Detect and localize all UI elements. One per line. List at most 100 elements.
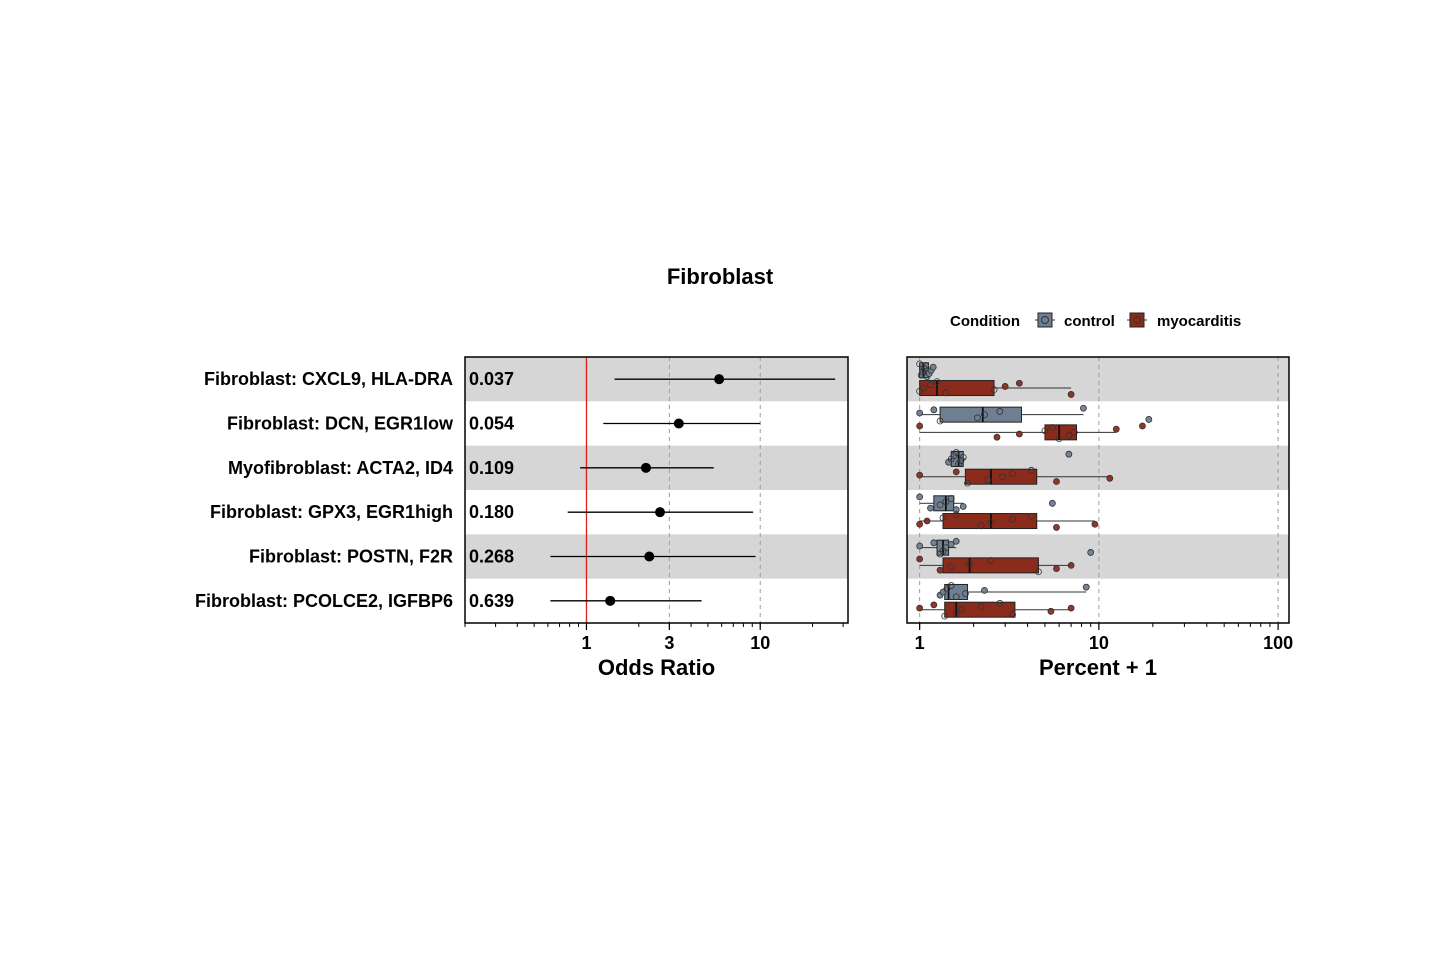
myocarditis-point — [1067, 561, 1075, 569]
p-value-label: 0.037 — [469, 369, 514, 389]
myocarditis-point — [947, 563, 955, 571]
p-value-label: 0.268 — [469, 547, 514, 567]
control-box — [939, 406, 1022, 423]
myocarditis-point — [987, 519, 995, 527]
myocarditis-point — [977, 522, 985, 530]
row-label: Myofibroblast: ACTA2, ID4 — [228, 458, 453, 478]
legend-myocarditis-key — [1127, 312, 1147, 328]
control-point — [942, 498, 950, 506]
control-point — [939, 588, 947, 596]
myocarditis-point — [1015, 430, 1023, 438]
myocarditis-point — [966, 560, 974, 568]
row-label: Fibroblast: GPX3, EGR1high — [210, 502, 453, 522]
control-point — [974, 414, 981, 422]
myocarditis-box — [942, 513, 1038, 530]
myocarditis-point — [1112, 425, 1120, 433]
legend-myocarditis-label: myocarditis — [1157, 313, 1241, 330]
myocarditis-point — [916, 604, 924, 612]
control-point — [936, 417, 944, 425]
control-point — [1065, 450, 1073, 458]
or-point — [655, 507, 666, 518]
myocarditis-point — [984, 476, 992, 484]
myocarditis-point — [930, 601, 938, 609]
p-value-label: 0.109 — [469, 458, 514, 478]
p-value-label: 0.054 — [469, 414, 514, 434]
myocarditis-point — [1065, 432, 1073, 439]
myocarditis-point — [1041, 427, 1049, 435]
control-point — [947, 582, 955, 589]
control-point — [916, 409, 924, 417]
control-point — [929, 363, 937, 371]
myocarditis-point — [957, 606, 965, 614]
control-point — [952, 593, 960, 601]
or-point — [714, 374, 725, 385]
myocarditis-point — [993, 433, 1001, 441]
control-point — [942, 544, 950, 552]
myocarditis-point — [916, 422, 924, 430]
control-point — [1087, 549, 1095, 556]
control-point — [996, 408, 1004, 415]
x-axis-title: Odds Ratio — [598, 655, 715, 680]
myocarditis-point — [923, 517, 931, 525]
control-point — [927, 504, 934, 512]
myocarditis-point — [1139, 422, 1146, 430]
control-point — [952, 449, 960, 456]
myocarditis-point — [1067, 604, 1075, 612]
or-point — [640, 462, 651, 473]
myocarditis-point — [964, 479, 971, 487]
control-point — [952, 506, 960, 514]
or-point — [644, 551, 655, 562]
control-point — [930, 539, 938, 547]
legend-control-label: control — [1064, 313, 1115, 330]
myocarditis-point — [1009, 611, 1016, 618]
control-point — [1080, 404, 1087, 412]
myocarditis-point — [916, 520, 924, 528]
control-point — [981, 411, 988, 419]
forest-panel: 1 3 10 Fibroblast: CXCL9, HLA-DRA 0.037 Fibro… — [195, 356, 849, 680]
box-panel: 1 10 100 Percent + 1 — [906, 356, 1293, 680]
myocarditis-point — [927, 381, 934, 389]
myocarditis-point — [1067, 391, 1075, 398]
myocarditis-point — [942, 389, 950, 397]
myocarditis-point — [999, 473, 1006, 481]
control-point — [947, 495, 955, 502]
control-point — [919, 368, 927, 376]
myocarditis-point — [1070, 428, 1078, 436]
myocarditis-point — [1053, 524, 1060, 531]
myocarditis-point — [996, 599, 1004, 607]
myocarditis-point — [1027, 466, 1035, 474]
control-point — [943, 585, 951, 593]
control-point — [920, 365, 928, 373]
myocarditis-point — [939, 514, 947, 522]
legend-control-key — [1035, 312, 1055, 328]
legend-title: Condition — [950, 313, 1020, 330]
control-point — [1145, 416, 1153, 423]
control-point — [1082, 583, 1090, 591]
myocarditis-point — [941, 612, 949, 620]
p-value-label: 0.639 — [469, 591, 514, 611]
myocarditis-point — [1015, 379, 1023, 387]
p-value-label: 0.180 — [469, 502, 514, 522]
control-point — [947, 541, 955, 548]
myocarditis-point — [1048, 424, 1056, 431]
x-axis-title: Percent + 1 — [1039, 655, 1157, 680]
control-point — [1048, 499, 1056, 507]
myocarditis-box — [944, 601, 1016, 618]
myocarditis-point — [920, 384, 927, 392]
myocarditis-point — [987, 557, 995, 564]
or-point — [605, 595, 616, 606]
box-panel-border — [906, 356, 1290, 624]
or-point — [673, 418, 684, 429]
myocarditis-point — [1035, 568, 1042, 576]
control-point — [936, 501, 944, 509]
control-point — [916, 542, 924, 550]
x-tick-label: 3 — [664, 633, 674, 653]
myocarditis-point — [1053, 565, 1060, 572]
row-label: Fibroblast: PCOLCE2, IGFBP6 — [195, 591, 453, 611]
row-label: Fibroblast: DCN, EGR1low — [227, 414, 454, 434]
control-point — [916, 493, 924, 501]
control-point — [962, 590, 969, 597]
myocarditis-point — [1027, 512, 1035, 520]
myocarditis-point — [952, 609, 960, 617]
